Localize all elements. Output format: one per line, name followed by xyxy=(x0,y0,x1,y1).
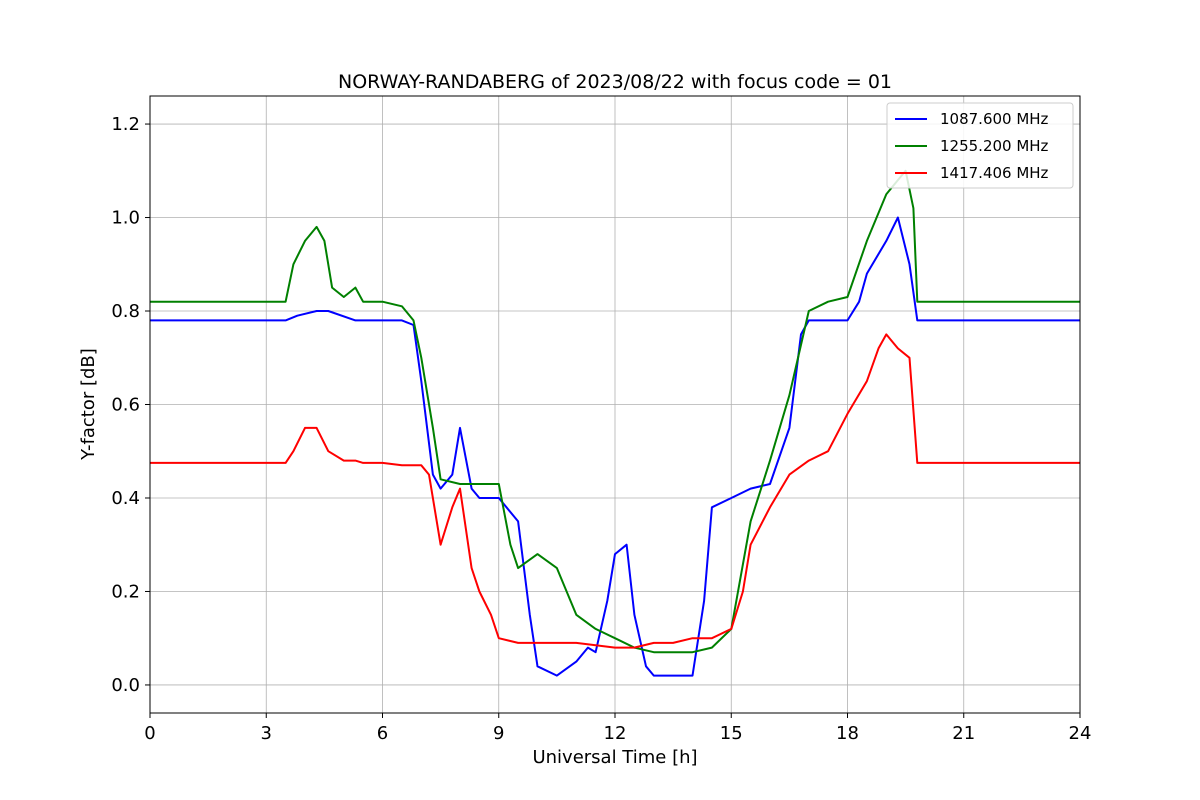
legend-box xyxy=(886,102,1074,189)
x-axis-label: Universal Time [h] xyxy=(532,747,697,768)
legend-label: 1417.406 MHz xyxy=(940,164,1049,182)
x-tick-label: 24 xyxy=(1069,723,1092,744)
y-tick-label: 0.6 xyxy=(111,395,140,416)
y-tick-label: 0.0 xyxy=(111,675,140,696)
x-tick-label: 0 xyxy=(144,723,155,744)
y-axis-ticks: 0.0 0.2 0.4 0.6 0.8 1.0 1.2 xyxy=(111,114,150,696)
x-tick-label: 18 xyxy=(836,723,859,744)
x-tick-label: 21 xyxy=(952,723,975,744)
x-tick-label: 12 xyxy=(604,723,627,744)
series-line xyxy=(150,216,1080,677)
y-tick-label: 1.2 xyxy=(111,114,140,135)
series-line xyxy=(150,333,1080,649)
series-line xyxy=(150,169,1080,654)
legend-label: 1087.600 MHz xyxy=(940,110,1049,128)
x-tick-label: 15 xyxy=(720,723,743,744)
x-tick-label: 6 xyxy=(377,723,388,744)
x-tick-label: 9 xyxy=(493,723,504,744)
y-tick-label: 0.4 xyxy=(111,488,140,509)
y-tick-label: 0.8 xyxy=(111,301,140,322)
x-axis-ticks: 0 3 6 9 12 15 18 21 24 xyxy=(144,713,1091,744)
chart-title: NORWAY-RANDABERG of 2023/08/22 with focu… xyxy=(338,71,892,93)
legend-label: 1255.200 MHz xyxy=(940,137,1049,155)
plot-series xyxy=(150,169,1080,677)
y-tick-label: 0.2 xyxy=(111,581,140,602)
x-tick-label: 3 xyxy=(261,723,272,744)
y-tick-label: 1.0 xyxy=(111,208,140,229)
y-axis-label: Y-factor [dB] xyxy=(78,348,99,461)
legend: 1087.600 MHz 1255.200 MHz 1417.406 MHz xyxy=(886,102,1074,189)
